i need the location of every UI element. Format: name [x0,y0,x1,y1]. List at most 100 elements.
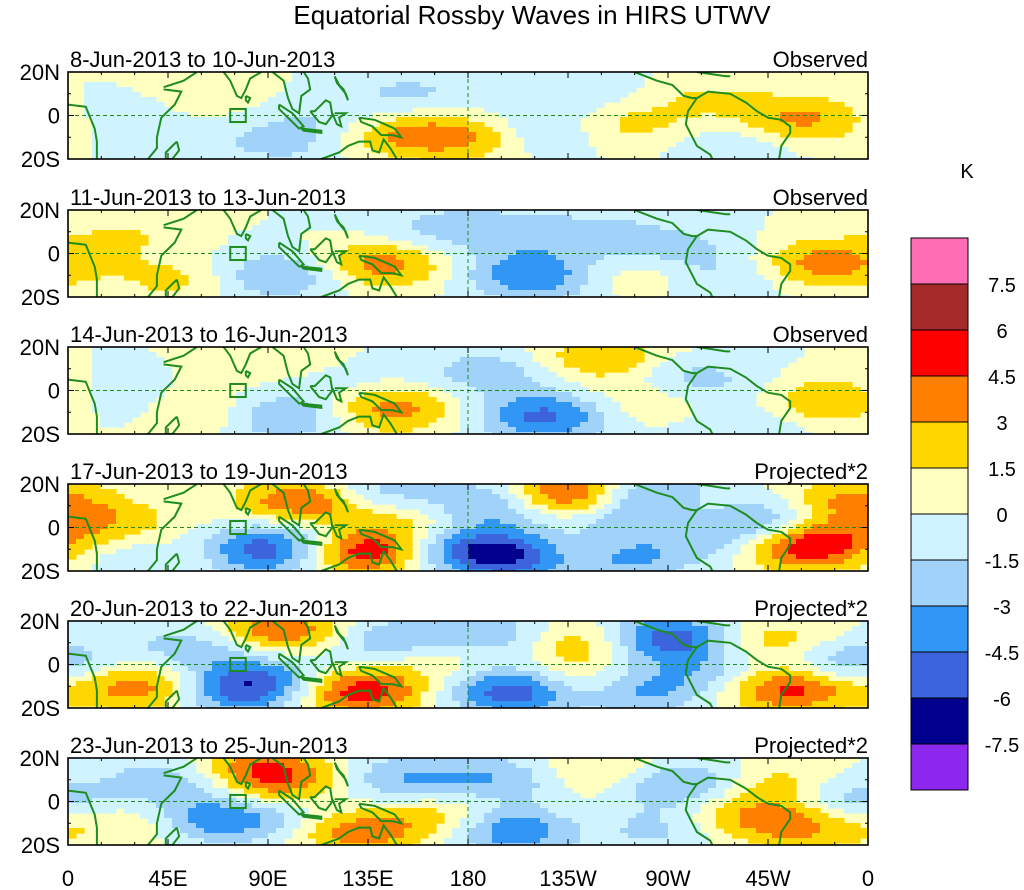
field-cell [340,295,349,297]
field-cell [284,157,293,159]
field-cell [532,519,541,525]
field-cell [76,549,85,555]
field-cell [684,377,693,383]
field-cell [84,260,93,266]
field-cell [660,509,669,515]
field-cell [132,230,141,236]
field-cell [108,372,117,378]
field-cell [404,230,413,236]
field-cell [268,127,277,133]
field-cell [268,417,277,423]
field-cell [572,230,581,236]
field-cell [732,280,741,286]
field-cell [548,250,557,256]
field-cell [476,220,485,226]
field-cell [124,397,133,403]
field-cell [212,132,221,138]
field-cell [700,509,709,515]
field-cell [348,97,357,103]
field-cell [276,529,285,535]
field-cell [692,147,701,153]
field-cell [436,412,445,418]
field-cell [732,275,741,281]
field-cell [748,122,757,128]
field-cell [308,122,317,128]
field-cell [724,402,733,408]
field-cell [436,382,445,388]
field-cell [116,392,125,398]
field-cell [796,102,805,108]
field-cell [636,225,645,231]
field-cell [332,280,341,286]
field-cell [564,220,573,226]
field-cell [436,220,445,226]
field-cell [756,514,765,520]
field-cell [628,265,637,271]
field-cell [572,489,581,495]
field-cell [796,539,805,545]
field-cell [212,117,221,123]
field-cell [708,270,717,276]
field-cell [340,265,349,271]
field-cell [476,377,485,383]
field-cell [708,220,717,226]
field-cell [196,152,205,158]
field-cell [604,529,613,535]
field-cell [652,534,661,540]
field-cell [108,127,117,133]
field-cell [436,484,445,490]
field-cell [324,554,333,560]
field-cell [324,427,333,433]
field-cell [460,225,469,231]
field-cell [260,499,269,505]
field-cell [292,265,301,271]
field-cell [612,494,621,500]
field-cell [108,489,117,495]
field-cell [324,489,333,495]
field-cell [668,549,677,555]
field-cell [316,285,325,291]
field-cell [396,534,405,540]
field-cell [308,280,317,286]
field-cell [468,407,477,413]
field-cell [804,549,813,555]
field-cell [116,122,125,128]
field-cell [300,220,309,226]
field-cell [284,417,293,423]
field-cell [628,72,637,78]
field-cell [324,82,333,88]
field-cell [116,87,125,93]
field-cell [588,230,597,236]
field-cell [428,412,437,418]
field-cell [676,432,685,434]
field-cell [588,402,597,408]
field-cell [668,539,677,545]
field-cell [812,127,821,133]
field-cell [620,92,629,98]
field-cell [532,112,541,118]
field-cell [548,255,557,261]
field-cell [260,427,269,433]
field-cell [804,397,813,403]
field-cell [748,357,757,363]
field-cell [468,514,477,520]
field-cell [836,387,845,393]
field-cell [692,230,701,236]
sumatra-icon [278,103,306,130]
field-cell [268,290,277,296]
field-cell [436,132,445,138]
field-cell [668,290,677,296]
field-cell [284,112,293,118]
field-cell [756,484,765,490]
y-tick-label: 20N [20,60,60,85]
field-cell [508,290,517,296]
field-cell [116,255,125,261]
field-cell [364,220,373,226]
borneo-icon [309,237,334,264]
field-cell [580,152,589,158]
field-cell [572,255,581,261]
field-cell [484,132,493,138]
field-cell [244,112,253,118]
field-cell [812,392,821,398]
field-cell [708,152,717,158]
